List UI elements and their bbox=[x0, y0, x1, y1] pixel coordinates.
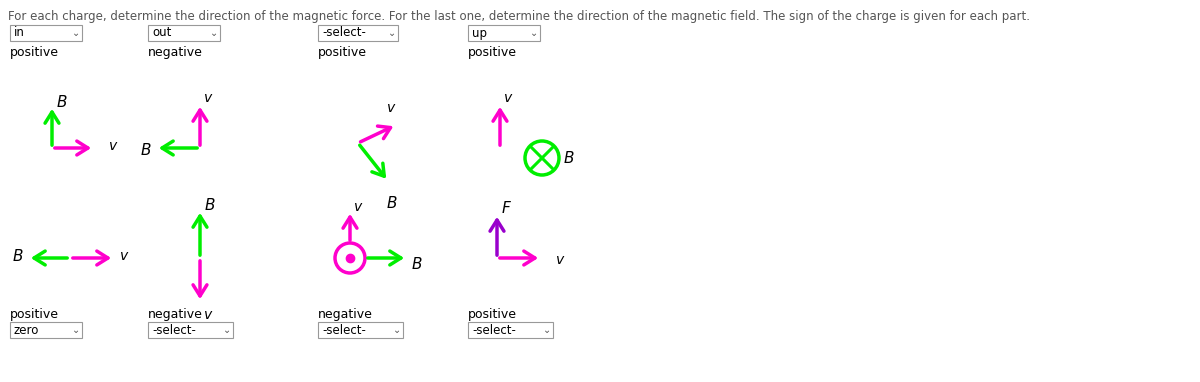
Text: $B$: $B$ bbox=[56, 94, 67, 110]
Text: zero: zero bbox=[14, 324, 40, 337]
Text: For each charge, determine the direction of the magnetic force. For the last one: For each charge, determine the direction… bbox=[8, 10, 1030, 23]
Text: ⌄: ⌄ bbox=[72, 28, 80, 38]
Text: ⌄: ⌄ bbox=[210, 28, 218, 38]
Text: $B$: $B$ bbox=[410, 256, 422, 272]
Text: positive: positive bbox=[468, 308, 517, 321]
Text: $v$: $v$ bbox=[108, 139, 119, 153]
Text: -select-: -select- bbox=[322, 324, 366, 337]
Text: ⌄: ⌄ bbox=[392, 325, 401, 335]
Text: positive: positive bbox=[10, 308, 59, 321]
Text: negative: negative bbox=[318, 308, 373, 321]
Text: ⌄: ⌄ bbox=[223, 325, 230, 335]
Text: $B$: $B$ bbox=[386, 195, 397, 211]
Text: negative: negative bbox=[148, 46, 203, 59]
Text: $v$: $v$ bbox=[353, 200, 364, 214]
Text: -select-: -select- bbox=[322, 26, 366, 39]
Text: out: out bbox=[152, 26, 172, 39]
Text: positive: positive bbox=[468, 46, 517, 59]
Bar bbox=[148, 322, 233, 338]
Text: $F$: $F$ bbox=[502, 200, 512, 216]
Text: $v$: $v$ bbox=[203, 91, 214, 105]
Text: $v$: $v$ bbox=[386, 101, 396, 115]
Text: $v$: $v$ bbox=[503, 91, 514, 105]
Bar bbox=[318, 25, 398, 41]
Text: ⌄: ⌄ bbox=[530, 28, 538, 38]
Text: $B$: $B$ bbox=[563, 150, 575, 166]
Text: $v$: $v$ bbox=[119, 249, 130, 263]
Text: -select-: -select- bbox=[472, 324, 516, 337]
Text: ⌄: ⌄ bbox=[388, 28, 396, 38]
Bar bbox=[148, 25, 220, 41]
Text: $v$: $v$ bbox=[203, 308, 214, 322]
Text: ⌄: ⌄ bbox=[72, 325, 80, 335]
Bar bbox=[318, 322, 403, 338]
Text: positive: positive bbox=[10, 46, 59, 59]
Text: $B$: $B$ bbox=[204, 197, 216, 213]
Text: up: up bbox=[472, 26, 487, 39]
Text: $B$: $B$ bbox=[140, 142, 151, 158]
Text: ⌄: ⌄ bbox=[542, 325, 551, 335]
Text: -select-: -select- bbox=[152, 324, 196, 337]
Text: $B$: $B$ bbox=[12, 248, 24, 264]
Bar bbox=[468, 25, 540, 41]
Bar bbox=[10, 322, 82, 338]
Text: $v$: $v$ bbox=[554, 253, 565, 267]
Text: negative: negative bbox=[148, 308, 203, 321]
Bar bbox=[468, 322, 553, 338]
Text: in: in bbox=[14, 26, 25, 39]
Text: positive: positive bbox=[318, 46, 367, 59]
Bar bbox=[10, 25, 82, 41]
